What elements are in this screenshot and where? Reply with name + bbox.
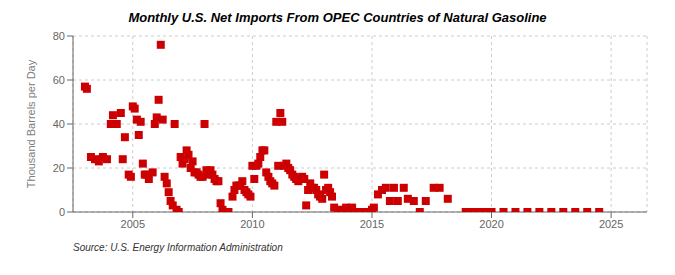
svg-text:2015: 2015	[360, 218, 384, 230]
svg-text:0: 0	[59, 206, 65, 218]
svg-text:2010: 2010	[240, 218, 264, 230]
svg-text:80: 80	[53, 30, 65, 42]
svg-text:40: 40	[53, 118, 65, 130]
html-text:Monthly U.S. Net Imports From: Monthly U.S. Net Imports From OPEC Count…	[128, 10, 547, 25]
svg-text:2025: 2025	[599, 218, 623, 230]
svg-text:Thousand Barrels per Day: Thousand Barrels per Day	[25, 59, 37, 188]
svg-text:20: 20	[53, 162, 65, 174]
svg-text:60: 60	[53, 74, 65, 86]
svg-text:2020: 2020	[479, 218, 503, 230]
svg-text:2005: 2005	[121, 218, 145, 230]
html-text:Source: U.S. Energy Informatio: Source: U.S. Energy Information Administ…	[73, 242, 283, 253]
